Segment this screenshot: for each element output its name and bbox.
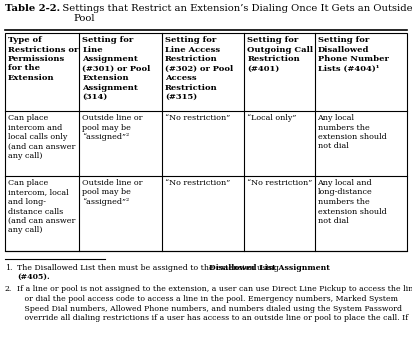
Text: (#405).: (#405). — [17, 273, 50, 281]
Text: Type of
Restrictions or
Permissions
for the
Extension: Type of Restrictions or Permissions for … — [8, 36, 78, 82]
Text: Disallowed List Assignment: Disallowed List Assignment — [209, 264, 330, 272]
Text: If a line or pool is not assigned to the extension, a user can use Direct Line P: If a line or pool is not assigned to the… — [17, 285, 412, 323]
Text: “No restriction”: “No restriction” — [165, 179, 230, 187]
Text: “No restriction”: “No restriction” — [247, 179, 312, 187]
Text: “No restriction”: “No restriction” — [165, 114, 230, 122]
Text: 1.: 1. — [5, 264, 12, 272]
Bar — [5, 33, 407, 251]
Text: Setting for
Disallowed
Phone Number
Lists (#404)¹: Setting for Disallowed Phone Number List… — [318, 36, 389, 73]
Text: Any local and
long-distance
numbers the
extension should
not dial: Any local and long-distance numbers the … — [318, 179, 386, 225]
Text: Pool: Pool — [73, 14, 94, 23]
Text: Any local
numbers the
extension should
not dial: Any local numbers the extension should n… — [318, 114, 386, 151]
Text: Setting for
Outgoing Call
Restriction
(#401): Setting for Outgoing Call Restriction (#… — [247, 36, 313, 73]
Text: Setting for
Line Access
Restriction
(#302) or Pool
Access
Restriction
(#315): Setting for Line Access Restriction (#30… — [165, 36, 233, 101]
Text: The Disallowed List then must be assigned to the extension using: The Disallowed List then must be assigne… — [17, 264, 281, 272]
Text: Can place
intercom and
local calls only
(and can answer
any call): Can place intercom and local calls only … — [8, 114, 75, 160]
Text: Setting for
Line
Assignment
(#301) or Pool
Extension
Assignment
(314): Setting for Line Assignment (#301) or Po… — [82, 36, 151, 101]
Text: Settings that Restrict an Extension’s Dialing Once It Gets an Outside Line or: Settings that Restrict an Extension’s Di… — [53, 4, 412, 13]
Text: Can place
intercom, local
and long-
distance calls
(and can answer
any call): Can place intercom, local and long- dist… — [8, 179, 75, 235]
Text: Table 2-2.: Table 2-2. — [5, 4, 60, 13]
Text: 2.: 2. — [5, 285, 12, 293]
Text: Outside line or
pool may be
“assigned”²: Outside line or pool may be “assigned”² — [82, 114, 143, 141]
Text: “Local only”: “Local only” — [247, 114, 297, 122]
Text: Outside line or
pool may be
“assigned”²: Outside line or pool may be “assigned”² — [82, 179, 143, 206]
